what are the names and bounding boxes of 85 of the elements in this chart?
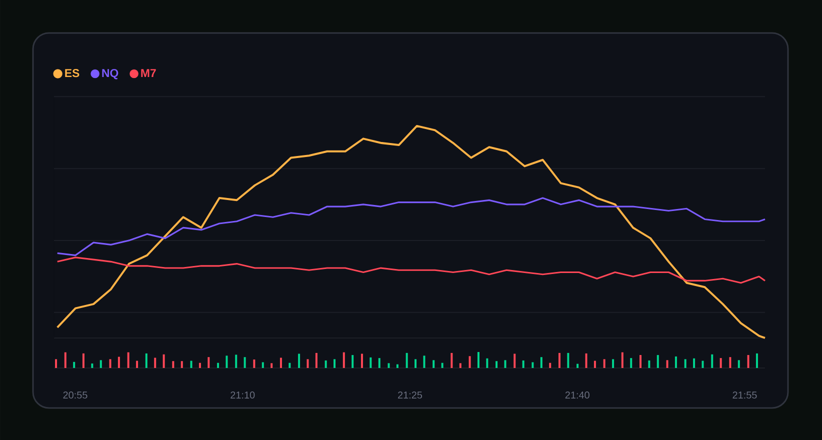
bar	[270, 363, 273, 368]
bar	[639, 355, 642, 368]
x-tick-label: 21:55	[732, 392, 757, 399]
x-tick-label: 21:40	[565, 392, 590, 399]
x-tick-label: 21:25	[398, 392, 422, 399]
bar	[576, 364, 579, 368]
bar	[459, 363, 462, 368]
bar	[684, 359, 686, 368]
bar	[306, 359, 309, 368]
bar	[504, 360, 506, 368]
bar	[594, 360, 596, 368]
bar	[100, 360, 102, 368]
bar	[432, 360, 435, 368]
bar	[180, 361, 183, 368]
bar	[612, 359, 614, 368]
bar	[468, 356, 471, 368]
legend-label: NQ	[102, 69, 118, 80]
bar	[162, 354, 165, 368]
bar	[711, 354, 714, 368]
bar	[522, 360, 524, 368]
bar	[648, 360, 650, 368]
bar	[315, 352, 318, 368]
bar	[388, 363, 390, 368]
bar	[288, 362, 291, 368]
bar	[118, 356, 120, 368]
bar	[145, 353, 148, 368]
bar	[738, 360, 740, 368]
bar	[82, 353, 84, 368]
bar	[693, 358, 696, 368]
bar	[208, 357, 210, 368]
bar	[532, 362, 534, 368]
bar	[396, 364, 398, 368]
bar	[342, 352, 345, 368]
x-tick-label: 21:10	[230, 392, 255, 399]
legend-label: ES	[65, 69, 80, 78]
bar	[674, 356, 677, 368]
bar	[91, 364, 94, 368]
bar	[262, 362, 264, 368]
bar	[172, 361, 174, 368]
bar	[549, 362, 552, 368]
bar	[360, 354, 363, 368]
bar	[729, 357, 732, 368]
bar	[154, 358, 156, 368]
bar	[747, 355, 750, 368]
bar	[352, 355, 354, 368]
bar	[414, 359, 417, 368]
bar	[136, 360, 138, 368]
bar	[235, 354, 238, 368]
bar	[630, 358, 632, 368]
bar	[477, 352, 480, 368]
x-tick-label: 20:55	[63, 392, 88, 399]
bar	[621, 352, 624, 368]
bar	[55, 359, 58, 368]
bar	[441, 362, 444, 368]
bar	[253, 360, 256, 368]
bar	[514, 354, 516, 368]
bar	[190, 360, 192, 368]
bar	[109, 359, 112, 368]
bar	[378, 358, 380, 368]
bar	[64, 352, 66, 368]
bar	[756, 353, 758, 368]
bar	[496, 361, 498, 368]
bar	[406, 352, 408, 368]
bar	[558, 352, 560, 368]
bar	[540, 357, 542, 368]
bar	[666, 360, 668, 368]
bar	[73, 362, 76, 368]
bar	[567, 352, 570, 368]
legend-label: M7	[141, 69, 156, 77]
bar	[423, 356, 426, 368]
bar	[244, 357, 246, 368]
bar	[217, 362, 220, 368]
bar	[603, 359, 606, 368]
bar	[450, 352, 453, 368]
bar	[370, 357, 372, 368]
bar	[280, 358, 282, 368]
bar	[702, 360, 704, 368]
bar	[334, 359, 336, 368]
bar	[656, 355, 659, 368]
bar	[585, 353, 588, 368]
bar	[198, 362, 201, 368]
bar	[486, 358, 488, 368]
bar	[720, 358, 722, 368]
bar	[226, 356, 228, 368]
bar	[298, 354, 300, 368]
